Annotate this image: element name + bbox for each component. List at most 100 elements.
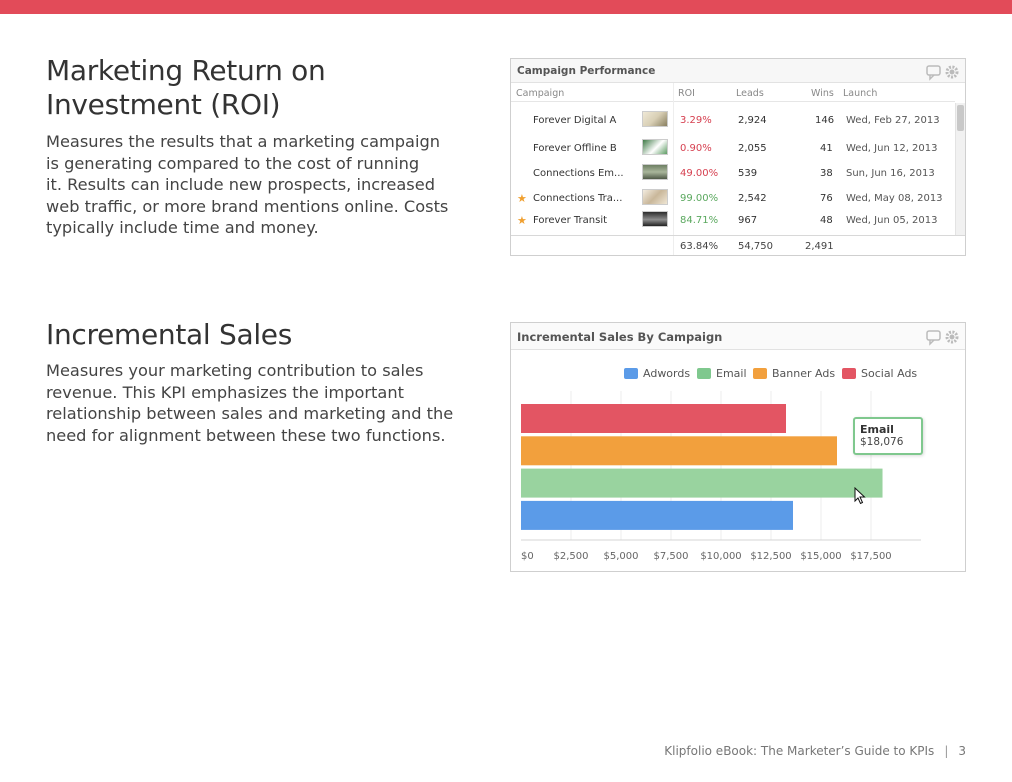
campaign-roi: 49.00% (680, 168, 719, 179)
campaign-thumbnail (642, 189, 668, 205)
x-tick-label: $15,000 (800, 551, 841, 562)
roi-body-line: typically include time and money. (46, 218, 319, 237)
x-tick-label: $17,500 (850, 551, 891, 562)
campaign-wins: 76 (820, 193, 833, 204)
campaign-launch-date: Sun, Jun 16, 2013 (846, 168, 935, 179)
x-tick-label: $2,500 (554, 551, 589, 562)
column-header-roi[interactable]: ROI (678, 88, 695, 99)
comment-icon[interactable] (926, 65, 941, 81)
x-tick-label: $0 (521, 551, 534, 562)
campaign-roi: 0.90% (680, 143, 712, 154)
widget-toolbar (926, 330, 959, 346)
top-accent-bar (0, 0, 1012, 14)
campaign-leads: 2,055 (738, 143, 767, 154)
roi-body-line: is generating compared to the cost of ru… (46, 153, 420, 173)
incremental-sales-title: Incremental Sales (46, 318, 293, 351)
campaign-leads: 2,924 (738, 115, 767, 126)
legend-label: Social Ads (861, 367, 918, 380)
column-header-campaign[interactable]: Campaign (516, 88, 565, 99)
legend-item-banner-ads[interactable]: Banner Ads (753, 367, 835, 380)
chart-tooltip: Email $18,076 (853, 417, 923, 455)
roi-title-line-1: Marketing Return on (46, 54, 326, 87)
roi-title-line-2: Investment (ROI) (46, 88, 281, 121)
gear-icon[interactable] (945, 65, 959, 79)
campaign-wins: 146 (815, 115, 835, 126)
x-tick-label: $5,000 (604, 551, 639, 562)
total-wins: 2,491 (805, 241, 834, 252)
roi-description: Measures the results that a marketing ca… (46, 131, 476, 239)
bar-email[interactable] (521, 468, 883, 498)
campaign-leads: 967 (738, 215, 758, 226)
campaign-wins: 38 (820, 168, 833, 179)
legend-item-email[interactable]: Email (697, 367, 747, 380)
campaign-launch-date: Wed, May 08, 2013 (846, 193, 943, 204)
column-header-launch[interactable]: Launch (843, 88, 878, 99)
x-tick-label: $10,000 (700, 551, 741, 562)
roi-body-line: it. Results can include new prospects, i… (46, 175, 435, 194)
totals-divider (511, 235, 965, 236)
widget-header: Incremental Sales By Campaign (511, 323, 965, 350)
comment-icon[interactable] (926, 330, 941, 346)
incremental-body-line: revenue. This KPI emphasizes the importa… (46, 382, 404, 402)
tooltip-value: $18,076 (860, 436, 904, 448)
footer-text: Klipfolio eBook: The Marketer’s Guide to… (664, 744, 935, 758)
table-scrollbar-thumb[interactable] (957, 105, 964, 131)
column-divider (673, 83, 674, 255)
campaign-name: Forever Transit (533, 215, 608, 226)
campaign-leads: 2,542 (738, 193, 767, 204)
incremental-body-line: relationship between sales and marketing… (46, 404, 454, 423)
campaign-thumbnail (642, 111, 668, 127)
campaign-performance-widget: Campaign Performance Campaign ROI Leads … (510, 58, 966, 256)
campaign-roi: 3.29% (680, 115, 712, 126)
legend-label: Email (716, 367, 747, 380)
total-roi: 63.84% (680, 241, 719, 252)
campaign-launch-date: Wed, Feb 27, 2013 (846, 115, 940, 126)
total-leads: 54,750 (738, 241, 773, 252)
bar-social-ads[interactable] (521, 404, 786, 433)
table-scrollbar-track[interactable] (955, 103, 965, 235)
campaign-thumbnail (642, 211, 668, 227)
column-header-wins[interactable]: Wins (811, 88, 834, 99)
campaign-name: Connections Tra... (533, 193, 623, 204)
campaign-name: Connections Em... (533, 168, 624, 179)
star-icon[interactable]: ★ (517, 214, 527, 227)
page-number: 3 (958, 744, 966, 758)
header-divider (511, 101, 955, 102)
incremental-sales-chart: $0 $2,500 $5,000 $7,500 $10,000 $12,500 $15,00… (521, 391, 921, 562)
incremental-sales-description: Measures your marketing contribution to … (46, 360, 476, 446)
campaign-name: Forever Digital A (533, 115, 617, 126)
gear-icon[interactable] (945, 330, 959, 344)
campaign-launch-date: Wed, Jun 05, 2013 (846, 215, 938, 226)
incremental-sales-widget: Incremental Sales By Campaign Adwords Em… (510, 322, 966, 572)
legend-item-adwords[interactable]: Adwords (624, 367, 690, 380)
incremental-body-line: Measures your marketing contribution to … (46, 361, 424, 380)
legend-swatch (624, 368, 638, 379)
widget-title: Campaign Performance (517, 65, 656, 77)
tooltip-series-name: Email (860, 423, 894, 436)
bar-banner-ads[interactable] (521, 436, 837, 466)
page-footer: Klipfolio eBook: The Marketer’s Guide to… (664, 744, 966, 758)
campaign-roi: 99.00% (680, 193, 719, 204)
mouse-cursor-icon (854, 487, 866, 505)
campaign-thumbnail (642, 139, 668, 155)
legend-label: Adwords (643, 367, 691, 380)
star-icon[interactable]: ★ (517, 192, 527, 205)
incremental-body-line: need for alignment between these two fun… (46, 425, 446, 445)
legend-swatch (842, 368, 856, 379)
campaign-name: Forever Offline B (533, 143, 617, 154)
bar-adwords[interactable] (521, 500, 793, 530)
widget-header: Campaign Performance (511, 59, 965, 83)
widget-title: Incremental Sales By Campaign (517, 330, 723, 344)
campaign-roi: 84.71% (680, 215, 719, 226)
campaign-leads: 539 (738, 168, 758, 179)
legend-label: Banner Ads (772, 367, 836, 380)
roi-title: Marketing Return on Investment (ROI) (46, 54, 326, 122)
legend-item-social-ads[interactable]: Social Ads (842, 367, 917, 380)
campaign-thumbnail (642, 164, 668, 180)
roi-body-line: web traffic, or more brand mentions onli… (46, 196, 449, 216)
campaign-launch-date: Wed, Jun 12, 2013 (846, 143, 938, 154)
roi-body-line: Measures the results that a marketing ca… (46, 132, 440, 151)
footer-separator: | (944, 744, 949, 758)
column-header-leads[interactable]: Leads (736, 88, 764, 99)
legend-swatch (697, 368, 711, 379)
